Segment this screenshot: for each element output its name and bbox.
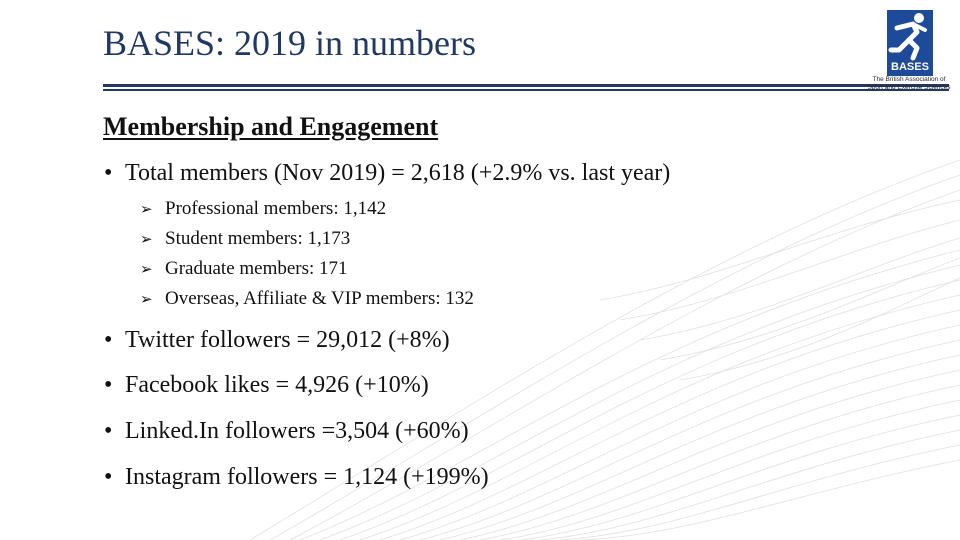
bullet-dot: •	[104, 464, 113, 490]
logo-organisation: The British Association of Sport and Exe…	[866, 76, 952, 92]
sub-item-text: Overseas, Affiliate & VIP members: 132	[165, 288, 474, 309]
bases-logo: BASES The British Association of Sport a…	[866, 8, 952, 96]
total-members-text: Total members (Nov 2019) = 2,618 (+2.9% …	[125, 160, 671, 186]
sub-item-text: Professional members: 1,142	[165, 198, 387, 219]
sub-item-text: Graduate members: 171	[165, 258, 348, 279]
linkedin-text: Linked.In followers =3,504 (+60%)	[125, 418, 469, 444]
sub-item-graduate: ➢ Graduate members: 171	[140, 258, 348, 280]
bullet-dot: •	[104, 160, 113, 186]
title-rule-thick	[103, 84, 949, 87]
logo-badge	[887, 10, 933, 76]
section-heading: Membership and Engagement	[103, 112, 439, 141]
bullet-dot: •	[104, 418, 113, 444]
sub-item-overseas: ➢ Overseas, Affiliate & VIP members: 132	[140, 288, 474, 310]
sub-item-text: Student members: 1,173	[165, 228, 351, 249]
sub-item-professional: ➢ Professional members: 1,142	[140, 198, 386, 220]
bullet-dot: •	[104, 372, 113, 398]
runner-icon	[888, 13, 927, 61]
bullet-total-members: • Total members (Nov 2019) = 2,618 (+2.9%…	[104, 160, 670, 187]
logo-wordmark: BASES	[891, 61, 929, 73]
twitter-text: Twitter followers = 29,012 (+8%)	[125, 327, 450, 353]
arrow-bullet-icon: ➢	[140, 290, 153, 308]
instagram-text: Instagram followers = 1,124 (+199%)	[125, 464, 489, 490]
logo-org-line-1: The British Association of	[872, 76, 946, 83]
logo-org-line-2: Sport and Exercise Sciences	[867, 84, 951, 91]
arrow-bullet-icon: ➢	[140, 200, 153, 218]
bullet-linkedin: • Linked.In followers =3,504 (+60%)	[104, 418, 469, 445]
bullet-instagram: • Instagram followers = 1,124 (+199%)	[104, 464, 489, 491]
arrow-bullet-icon: ➢	[140, 230, 153, 248]
title-rule-thin	[103, 89, 949, 91]
arrow-bullet-icon: ➢	[140, 260, 153, 278]
sub-item-student: ➢ Student members: 1,173	[140, 228, 350, 250]
bullet-twitter: • Twitter followers = 29,012 (+8%)	[104, 327, 450, 354]
bullet-facebook: • Facebook likes = 4,926 (+10%)	[104, 372, 429, 399]
slide-title: BASES: 2019 in numbers	[103, 23, 477, 63]
facebook-text: Facebook likes = 4,926 (+10%)	[125, 372, 429, 398]
bullet-dot: •	[104, 327, 113, 353]
